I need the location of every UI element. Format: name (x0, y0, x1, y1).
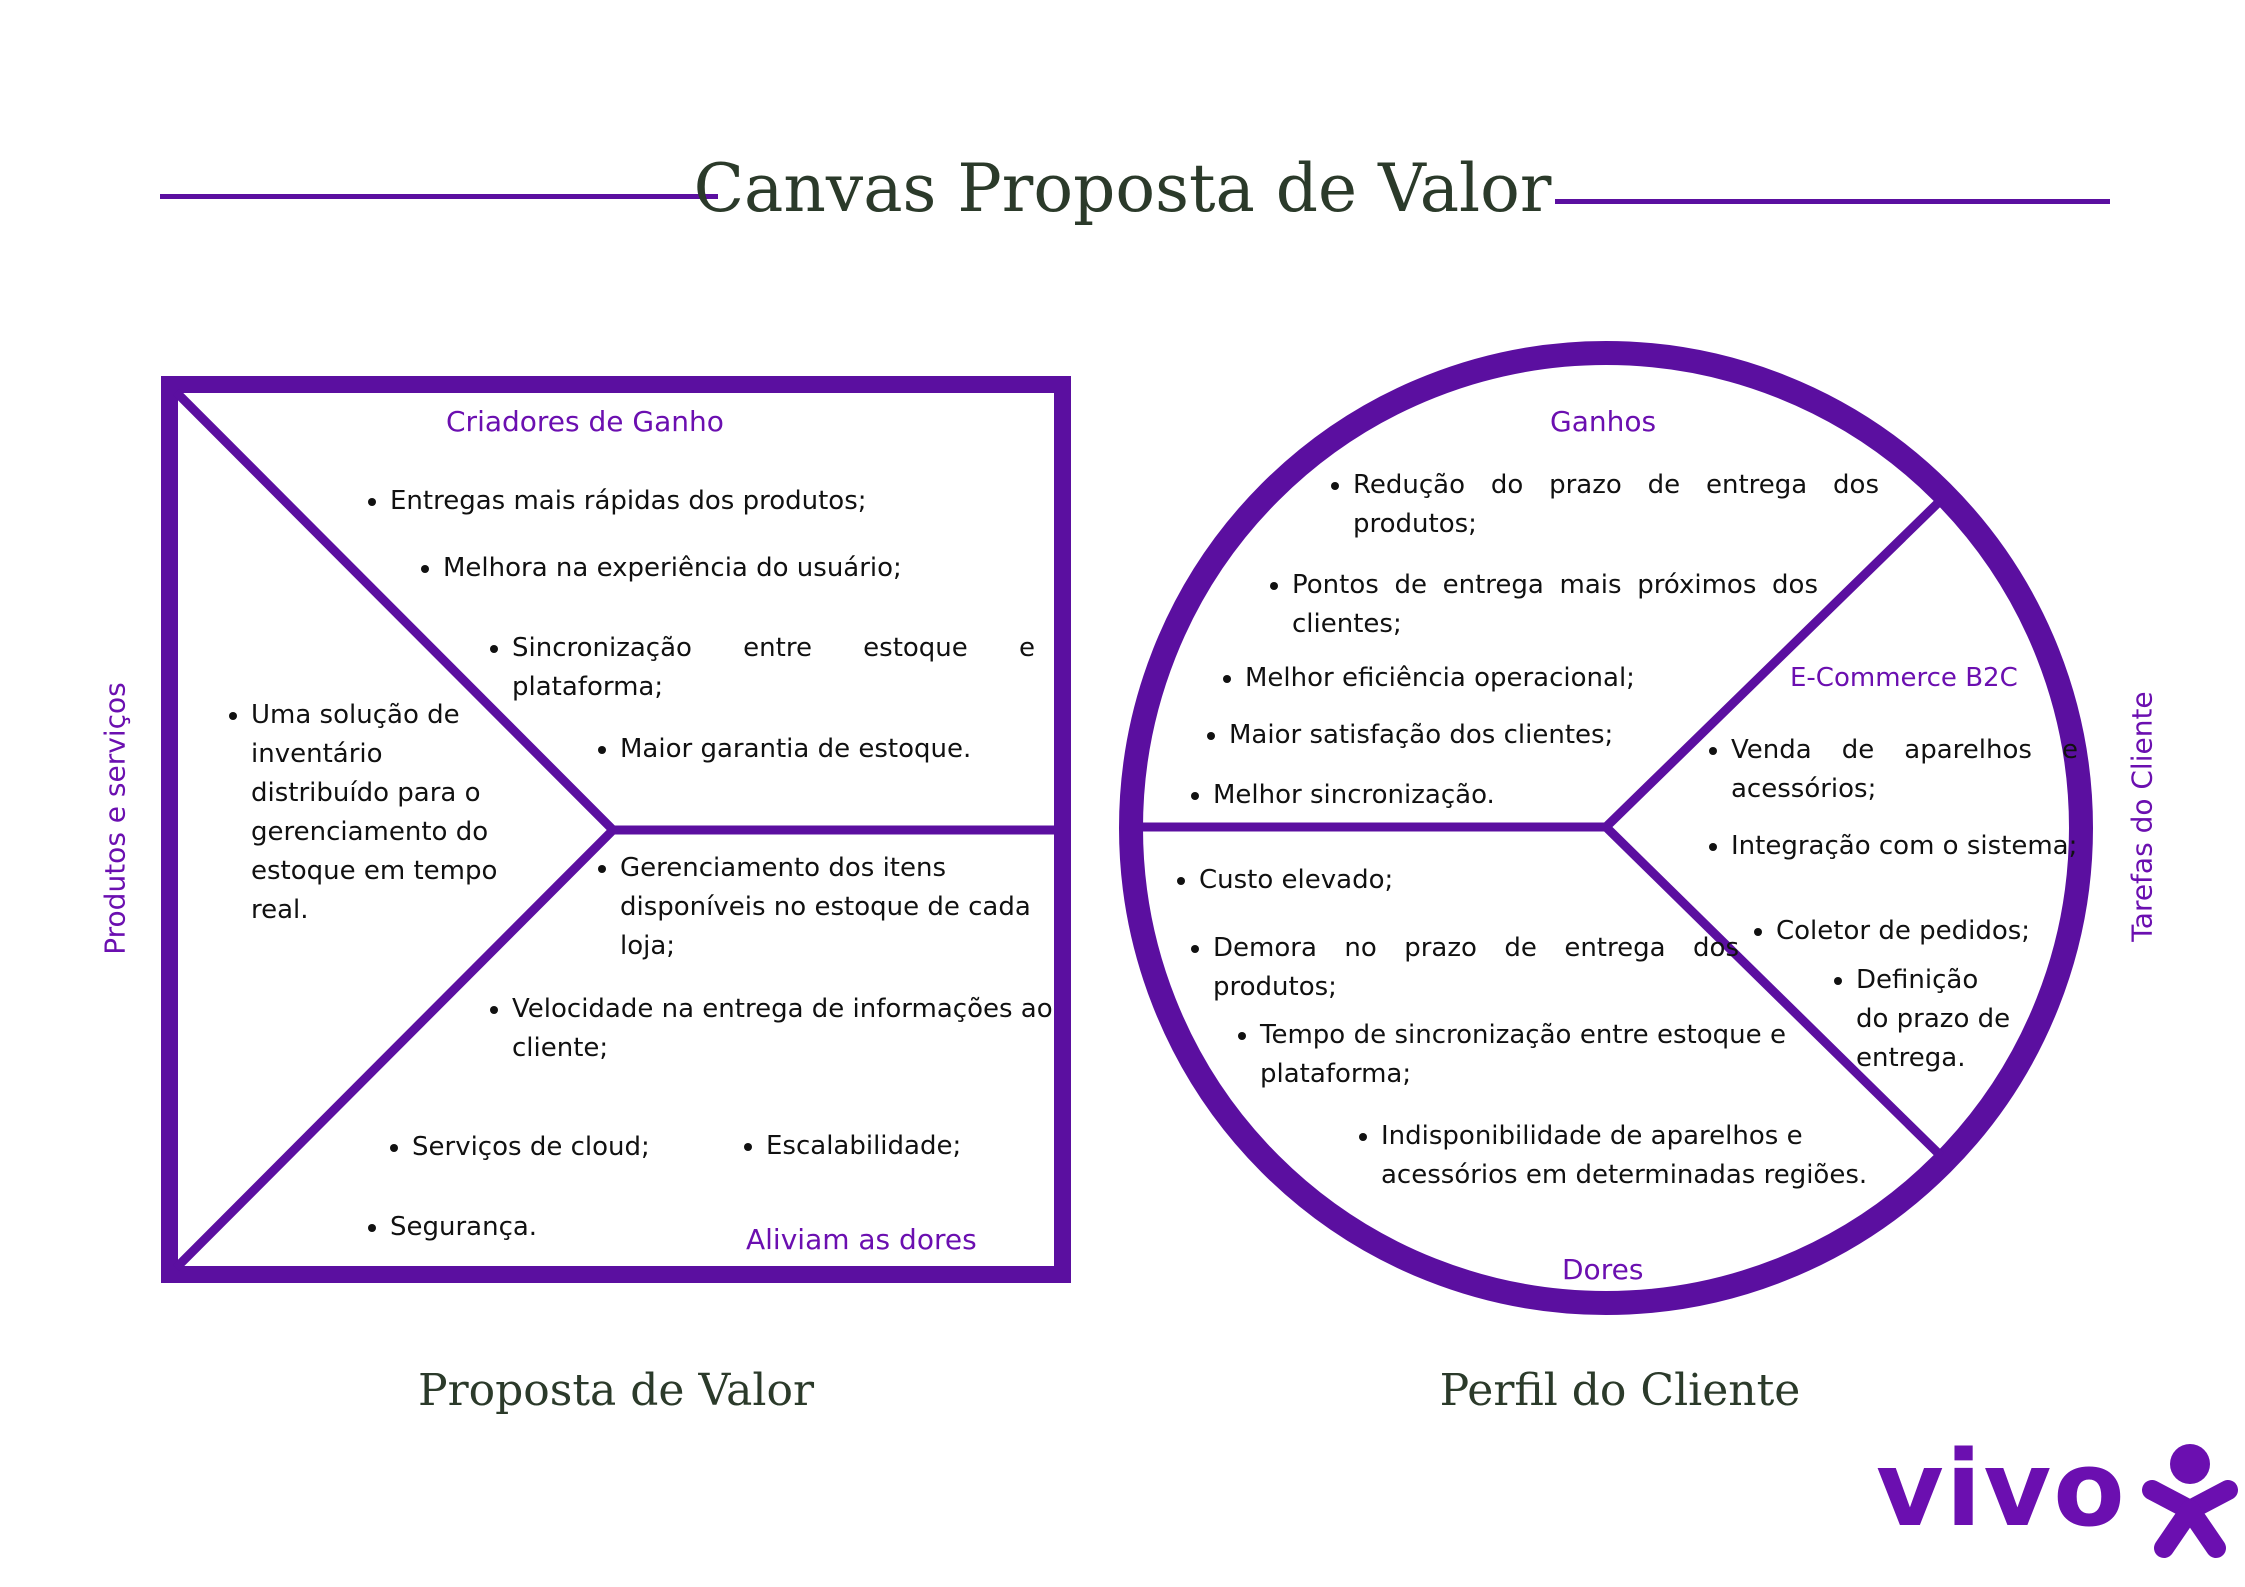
gain-item: Melhor eficiência operacional; (1219, 659, 1705, 698)
gain-creator-item: Maior garantia de estoque. (594, 730, 1060, 769)
gain-item: Maior satisfação dos clientes; (1203, 716, 1689, 755)
gain-creators-title: Criadores de Ganho (446, 405, 724, 438)
gain-item: Redução do prazo de entrega dos produtos… (1327, 466, 1879, 544)
job-item: Definição do prazo de entrega. (1830, 961, 2016, 1078)
gains-title: Ganhos (1550, 405, 1657, 438)
job-item: Venda de aparelhos e acessórios; (1705, 731, 2078, 809)
value-map-square (161, 376, 1071, 1283)
job-item: Integração com o sistema; (1705, 827, 2078, 866)
page-title: Canvas Proposta de Valor (693, 150, 1552, 227)
gain-creator-item: Entregas mais rápidas dos produtos; (364, 482, 990, 521)
vivo-logo: vivo (1876, 1428, 2238, 1560)
pains-title: Dores (1562, 1253, 1644, 1286)
value-map-diagonal-bottom (172, 826, 617, 1272)
pain-reliever-item: Gerenciamento dos itens disponíveis no e… (594, 849, 1080, 966)
caption-proposta-de-valor: Proposta de Valor (417, 1365, 815, 1416)
customer-profile-circle (1119, 341, 2093, 1315)
pain-reliever-item: Velocidade na entrega de informações ao … (486, 990, 1080, 1068)
vivo-logo-text: vivo (1876, 1428, 2127, 1550)
pain-relievers-title: Aliviam as dores (746, 1223, 977, 1256)
side-label-produtos-servicos: Produtos e serviços (98, 682, 132, 955)
pain-item: Tempo de sincronização entre estoque e p… (1234, 1016, 1786, 1094)
title-rule-right (1555, 199, 2110, 204)
job-item: Coletor de pedidos; (1750, 912, 2086, 951)
gain-item: Melhor sincronização. (1187, 776, 1613, 815)
products-services-item: Uma solução de inventário distribuído pa… (225, 696, 501, 930)
vivo-figure-icon (2142, 1444, 2238, 1558)
gain-creator-item: Sincronização entre estoque e plataforma… (486, 629, 1035, 707)
gain-creator-item: Melhora na experiência do usuário; (417, 549, 1043, 588)
pain-item: Indisponibilidade de aparelhos e acessór… (1355, 1117, 1876, 1195)
pain-reliever-item: Escalabilidade; (740, 1127, 1066, 1166)
title-rule-left (160, 194, 718, 199)
caption-perfil-do-cliente: Perfil do Cliente (1439, 1365, 1801, 1416)
profile-diagonal-bottom (1602, 823, 1945, 1160)
pain-item: Demora no prazo de entrega dos produtos; (1187, 929, 1739, 1007)
pain-reliever-item: Serviços de cloud; (386, 1128, 732, 1167)
pain-item: Custo elevado; (1173, 861, 1599, 900)
side-label-tarefas-cliente: Tarefas do Cliente (2125, 691, 2159, 942)
jobs-title: E-Commerce B2C (1790, 663, 2018, 693)
profile-diagonal-top (1602, 496, 1945, 831)
pain-reliever-item: Segurança. (364, 1208, 690, 1247)
gain-item: Pontos de entrega mais próximos dos clie… (1266, 566, 1818, 644)
value-map-diagonal-top (172, 388, 617, 834)
